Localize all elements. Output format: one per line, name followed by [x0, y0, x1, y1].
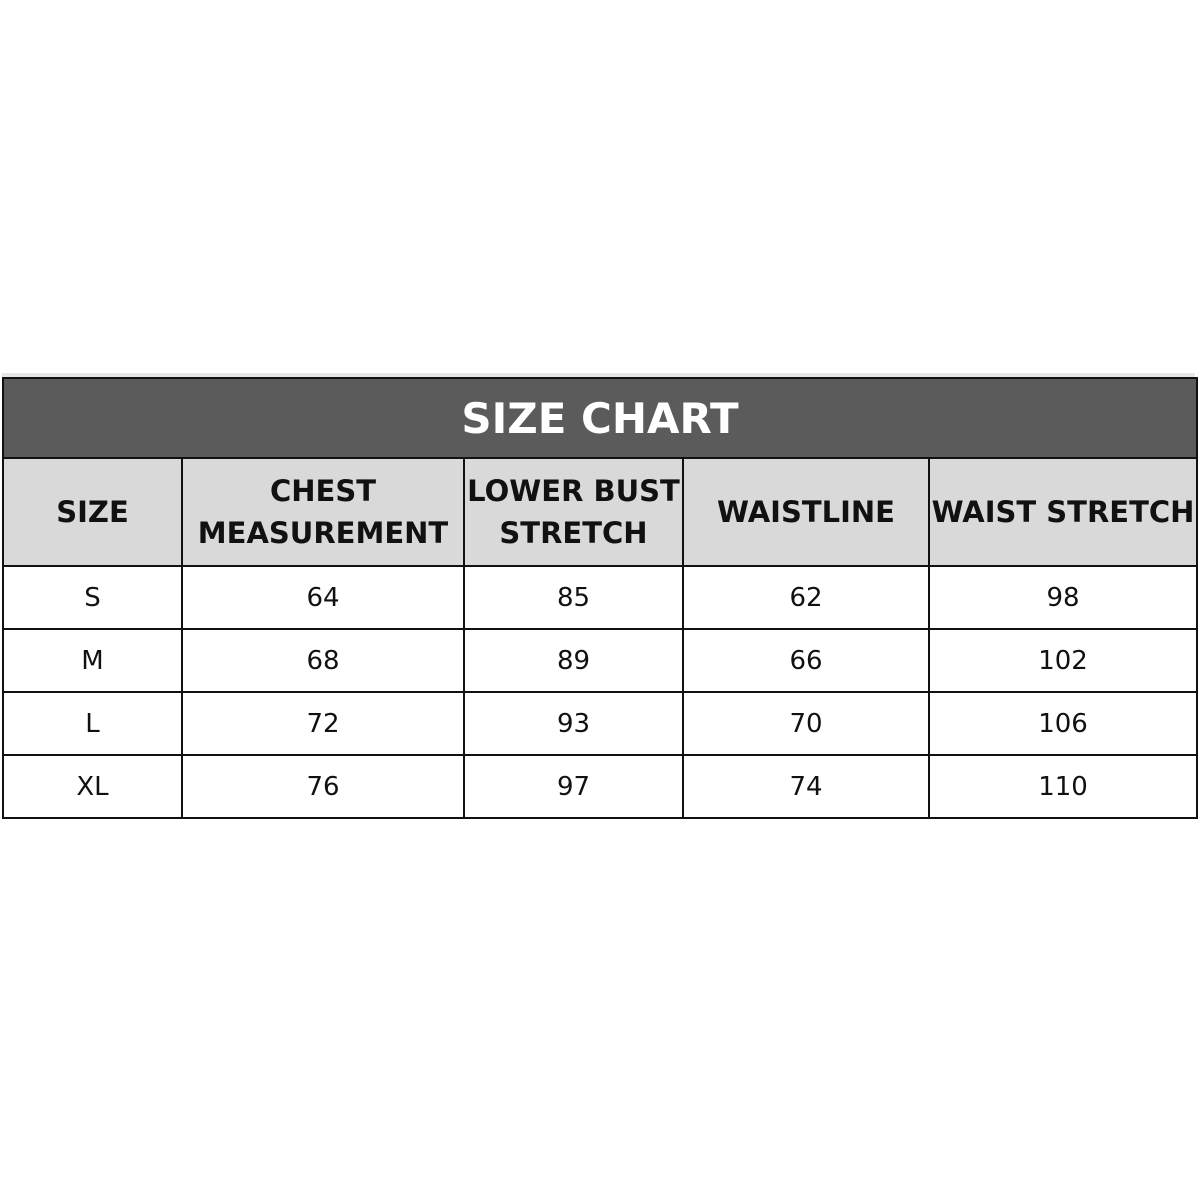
cell: 93: [463, 691, 684, 756]
header-waist-stretch: WAIST STRETCH: [927, 457, 1199, 567]
size-chart-table: SIZE CHART SIZE CHEST MEASUREMENT LOWER …: [1, 377, 1199, 819]
cell: 66: [682, 628, 930, 693]
cell: 76: [181, 754, 465, 819]
header-lower-bust: LOWER BUST STRETCH: [463, 457, 684, 567]
cell: 74: [682, 754, 930, 819]
header-row: SIZE CHEST MEASUREMENT LOWER BUST STRETC…: [2, 457, 1199, 567]
cell: 70: [682, 691, 930, 756]
divider: [2, 373, 1195, 377]
table-row: M 68 89 66 102: [2, 628, 1199, 693]
cell: 97: [463, 754, 684, 819]
cell: 89: [463, 628, 684, 693]
header-chest: CHEST MEASUREMENT: [181, 457, 465, 567]
cell: S: [2, 565, 183, 630]
cell: L: [2, 691, 183, 756]
cell: 64: [181, 565, 465, 630]
cell: 102: [927, 628, 1199, 693]
table-title: SIZE CHART: [1, 377, 1199, 459]
cell: 98: [927, 565, 1199, 630]
cell: 68: [181, 628, 465, 693]
table-row: S 64 85 62 98: [2, 565, 1199, 630]
cell: 110: [927, 754, 1199, 819]
cell: 62: [682, 565, 930, 630]
header-size: SIZE: [2, 457, 183, 567]
cell: 85: [463, 565, 684, 630]
cell: 106: [927, 691, 1199, 756]
cell: 72: [181, 691, 465, 756]
cell: XL: [2, 754, 183, 819]
table-row: L 72 93 70 106: [2, 691, 1199, 756]
cell: M: [2, 628, 183, 693]
table-row: XL 76 97 74 110: [2, 754, 1199, 819]
header-waistline: WAISTLINE: [682, 457, 930, 567]
